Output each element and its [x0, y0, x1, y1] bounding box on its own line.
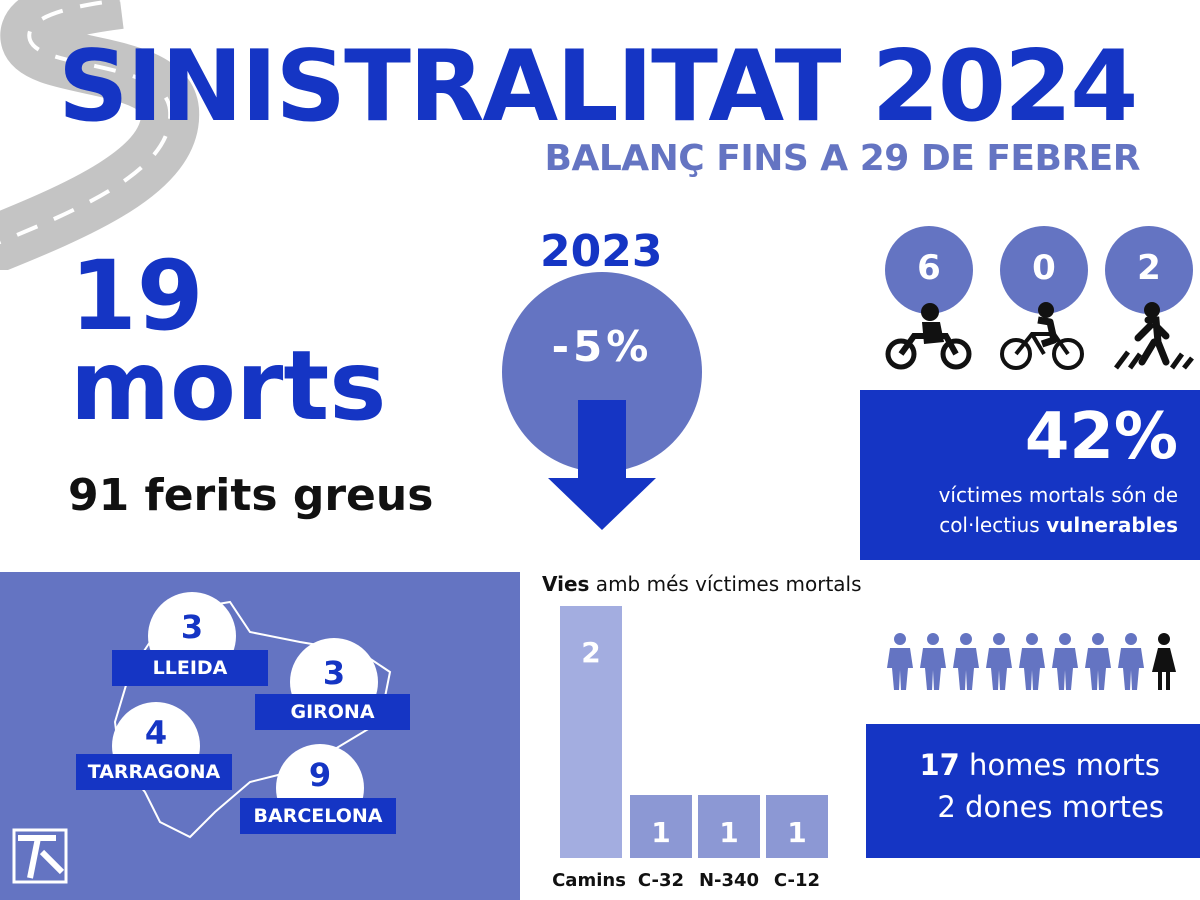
road-illustration — [0, 0, 200, 270]
bar-c-12 — [766, 795, 828, 858]
man-icon — [887, 633, 913, 690]
bar-c-32 — [630, 795, 692, 858]
women-deaths: 2 dones mortes — [937, 790, 1164, 824]
men-count: 17 — [919, 748, 960, 782]
man-icon — [1052, 633, 1078, 690]
man-icon — [953, 633, 979, 690]
category-label: N-340 — [699, 870, 759, 891]
bar-value-label: 1 — [787, 816, 806, 849]
chart-title: Vies amb més víctimes mortals — [542, 572, 862, 596]
girona-count: 3 — [322, 654, 346, 692]
motorcycle-count: 6 — [917, 248, 941, 288]
down-arrow-icon — [548, 400, 656, 530]
vulnerable-line2-prefix: col·lectius — [939, 513, 1047, 537]
barcelona-count: 9 — [308, 756, 332, 794]
man-icon — [1085, 633, 1111, 690]
category-label: Camins — [552, 870, 626, 891]
pedestrian-circle — [1105, 226, 1193, 314]
category-label: C-12 — [774, 870, 820, 891]
bicycle-icon — [1000, 302, 1084, 370]
pedestrian-count: 2 — [1137, 248, 1161, 288]
page-title: SINISTRALITAT 2024 — [58, 30, 1138, 144]
tarragona-label: TARRAGONA — [76, 754, 232, 790]
men-deaths: 17 homes morts — [919, 748, 1160, 782]
bar-n-340 — [698, 795, 760, 858]
bar-camins — [560, 606, 622, 858]
people-icons — [887, 633, 1176, 690]
bar-value-label: 1 — [651, 816, 670, 849]
man-icon — [920, 633, 946, 690]
comparison-year: 2023 — [540, 226, 663, 277]
motorcycle-icon — [885, 303, 972, 370]
barcelona-label: BARCELONA — [240, 798, 396, 834]
change-percent: -5% — [551, 322, 653, 371]
motorcycle-circle — [885, 226, 973, 314]
category-label: C-32 — [638, 870, 684, 891]
man-icon — [1118, 633, 1144, 690]
deaths-label: morts — [70, 330, 387, 442]
vulnerable-box: 42% víctimes mortals són de col·lectius … — [860, 390, 1200, 560]
vulnerable-percent: 42% — [1024, 400, 1178, 474]
gender-box: 17 homes morts 2 dones mortes — [866, 724, 1200, 858]
lleida-label: LLEIDA — [112, 650, 268, 686]
vulnerable-line2-bold: vulnerables — [1046, 513, 1178, 537]
man-icon — [1019, 633, 1045, 690]
chart-title-rest: amb més víctimes mortals — [589, 572, 862, 596]
men-label: homes morts — [959, 748, 1160, 782]
girona-label: GIRONA — [255, 694, 410, 730]
chart-title-bold: Vies — [542, 572, 590, 596]
injured-count: 91 ferits greus — [68, 470, 434, 521]
pedestrian-icon — [1114, 302, 1194, 370]
vulnerable-text: víctimes mortals són de col·lectius vuln… — [858, 480, 1178, 540]
vulnerable-line2: col·lectius vulnerables — [858, 510, 1178, 540]
lleida-count: 3 — [180, 608, 204, 646]
catalonia-outline — [113, 600, 392, 839]
woman-icon — [1152, 633, 1176, 690]
bicycle-circle — [1000, 226, 1088, 314]
tarragona-count: 4 — [144, 714, 168, 752]
deaths-count: 19 — [70, 240, 204, 352]
page-subtitle: BALANÇ FINS A 29 DE FEBRER — [544, 138, 1141, 179]
vulnerable-line1: víctimes mortals són de — [938, 483, 1178, 507]
bar-value-label: 1 — [719, 816, 738, 849]
province-map-panel: 3 LLEIDA 3 GIRONA 4 TARRAGONA 9 BARCELON… — [0, 572, 520, 900]
man-icon — [986, 633, 1012, 690]
roads-bar-chart: 2 Camins 1 C-32 1 N-340 1 C-12 — [552, 606, 828, 891]
bar-value-label: 2 — [581, 636, 600, 669]
traffic-logo-icon — [12, 828, 68, 884]
bicycle-count: 0 — [1032, 248, 1056, 288]
